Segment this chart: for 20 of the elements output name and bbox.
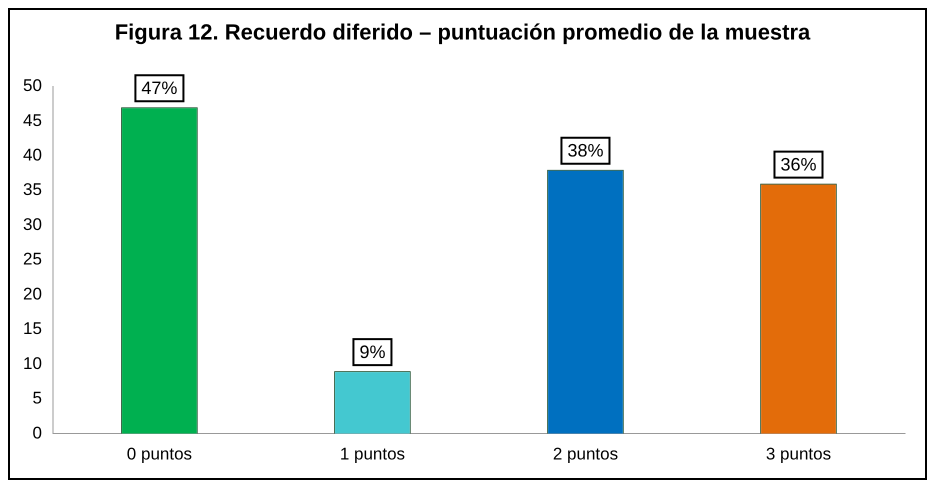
y-tick-label: 25	[22, 250, 42, 269]
x-tick-label: 2 puntos	[552, 444, 618, 464]
y-tick-label: 5	[32, 388, 42, 408]
y-tick-label: 30	[22, 214, 42, 234]
y-tick-label: 45	[22, 110, 42, 130]
y-tick-label: 40	[22, 146, 42, 165]
chart-title: Figura 12. Recuerdo diferido – puntuación promedio de la muestra	[114, 19, 812, 44]
data-label: 36%	[780, 154, 817, 175]
x-tick-label: 1 puntos	[340, 444, 406, 464]
data-label: 38%	[567, 140, 604, 161]
y-tick-label: 15	[22, 319, 42, 338]
y-tick-label: 20	[22, 284, 42, 304]
x-tick-label: 0 puntos	[126, 444, 192, 464]
data-label: 47%	[141, 78, 178, 98]
data-label: 9%	[359, 342, 386, 362]
y-tick-label: 50	[22, 76, 42, 96]
y-tick-label: 10	[22, 354, 42, 373]
x-tick-label: 3 puntos	[766, 444, 832, 464]
y-tick-label: 0	[32, 423, 42, 442]
y-tick-label: 35	[22, 180, 42, 200]
